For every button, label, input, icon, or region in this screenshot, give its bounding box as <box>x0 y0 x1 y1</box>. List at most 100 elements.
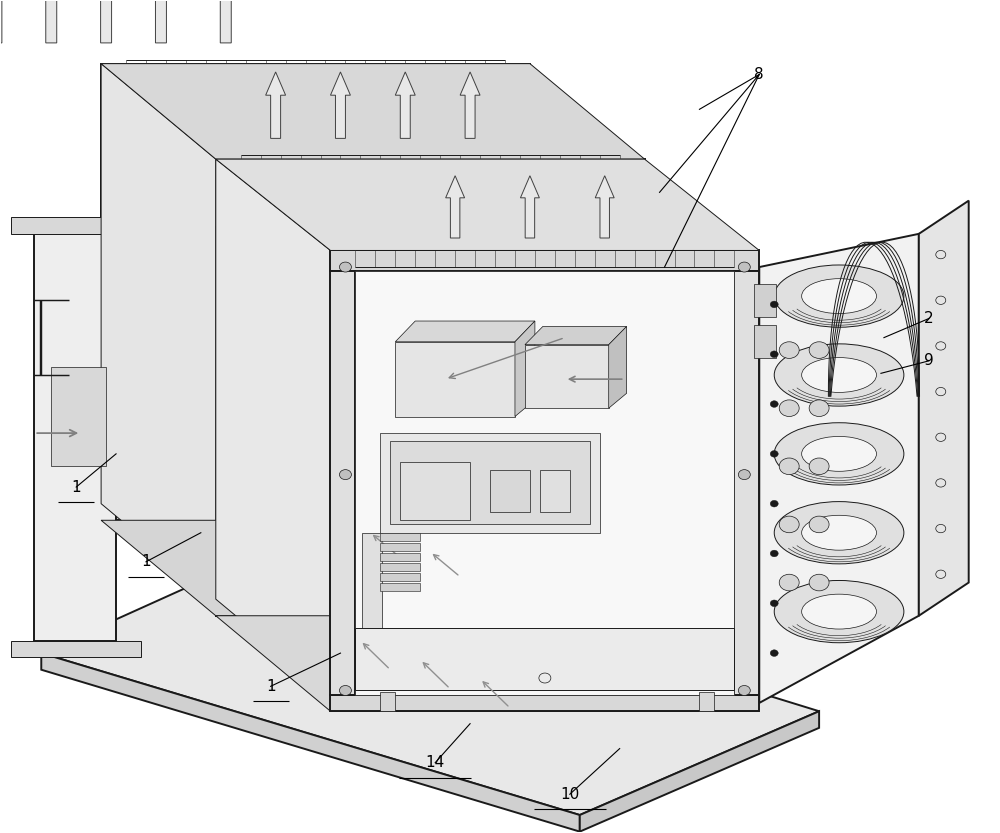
Ellipse shape <box>774 344 904 407</box>
Bar <box>133 342 153 458</box>
Ellipse shape <box>802 436 876 471</box>
Circle shape <box>738 262 750 272</box>
Circle shape <box>226 167 236 176</box>
Polygon shape <box>101 63 530 80</box>
Bar <box>276 371 345 429</box>
Ellipse shape <box>802 279 876 313</box>
Circle shape <box>809 516 829 533</box>
Polygon shape <box>330 251 759 272</box>
Ellipse shape <box>774 581 904 643</box>
Polygon shape <box>505 80 530 504</box>
Polygon shape <box>216 599 645 616</box>
Bar <box>266 487 306 496</box>
Circle shape <box>339 470 351 480</box>
Polygon shape <box>0 0 7 43</box>
Bar <box>395 342 515 416</box>
Bar <box>640 188 662 222</box>
Bar <box>335 276 754 691</box>
Polygon shape <box>595 176 614 238</box>
Bar <box>640 230 662 263</box>
Bar <box>51 367 106 466</box>
Polygon shape <box>95 0 117 43</box>
Bar <box>266 447 306 456</box>
Bar <box>241 541 620 599</box>
Bar <box>525 345 609 408</box>
Text: 1: 1 <box>266 679 275 694</box>
Polygon shape <box>216 159 759 251</box>
Circle shape <box>779 574 799 591</box>
Bar <box>540 471 570 512</box>
Bar <box>281 247 400 321</box>
Polygon shape <box>281 228 420 247</box>
Circle shape <box>809 400 829 416</box>
Polygon shape <box>609 327 627 408</box>
Bar <box>410 249 494 312</box>
Bar <box>362 533 382 649</box>
Polygon shape <box>460 72 480 138</box>
Circle shape <box>226 591 236 599</box>
Text: 1: 1 <box>141 554 151 569</box>
Circle shape <box>770 451 778 457</box>
Polygon shape <box>380 692 395 711</box>
Ellipse shape <box>774 422 904 485</box>
Ellipse shape <box>802 594 876 629</box>
Bar <box>380 552 420 561</box>
Polygon shape <box>395 321 535 342</box>
Polygon shape <box>216 159 645 176</box>
Polygon shape <box>11 641 141 657</box>
Polygon shape <box>101 80 126 504</box>
Polygon shape <box>330 695 759 711</box>
Text: 2: 2 <box>924 311 934 326</box>
Ellipse shape <box>802 516 876 550</box>
Polygon shape <box>266 72 286 138</box>
Circle shape <box>770 301 778 307</box>
Bar <box>151 362 191 370</box>
Bar <box>151 352 191 360</box>
Circle shape <box>770 650 778 656</box>
Circle shape <box>738 470 750 480</box>
Bar <box>248 437 268 553</box>
Polygon shape <box>395 72 415 138</box>
Ellipse shape <box>774 501 904 564</box>
Bar <box>151 392 191 400</box>
Circle shape <box>779 516 799 533</box>
Bar <box>380 433 600 533</box>
Text: 14: 14 <box>426 756 445 771</box>
Text: 8: 8 <box>754 67 764 82</box>
Text: 1: 1 <box>71 480 81 495</box>
Bar <box>390 441 590 525</box>
Polygon shape <box>101 504 530 521</box>
Bar <box>400 462 470 521</box>
Bar <box>380 562 420 571</box>
Polygon shape <box>216 176 241 599</box>
Bar <box>266 477 306 486</box>
Bar <box>490 471 530 512</box>
Polygon shape <box>759 234 919 703</box>
Polygon shape <box>515 321 535 416</box>
Polygon shape <box>330 272 759 695</box>
Polygon shape <box>330 272 355 695</box>
Bar <box>380 582 420 591</box>
Bar <box>151 342 191 350</box>
Circle shape <box>809 342 829 358</box>
Polygon shape <box>620 176 645 599</box>
Circle shape <box>809 458 829 475</box>
Circle shape <box>738 686 750 696</box>
Circle shape <box>625 167 635 176</box>
Circle shape <box>770 401 778 407</box>
Polygon shape <box>216 159 330 695</box>
Polygon shape <box>41 545 819 815</box>
Circle shape <box>770 550 778 556</box>
Bar <box>266 457 306 466</box>
Polygon shape <box>216 616 759 711</box>
Polygon shape <box>41 653 580 831</box>
Polygon shape <box>215 0 237 43</box>
Bar <box>525 92 547 126</box>
Circle shape <box>625 591 635 599</box>
Polygon shape <box>150 0 172 43</box>
Text: 10: 10 <box>560 786 579 801</box>
Polygon shape <box>410 233 512 249</box>
Polygon shape <box>580 711 819 831</box>
Polygon shape <box>34 234 116 641</box>
Bar <box>266 337 485 437</box>
